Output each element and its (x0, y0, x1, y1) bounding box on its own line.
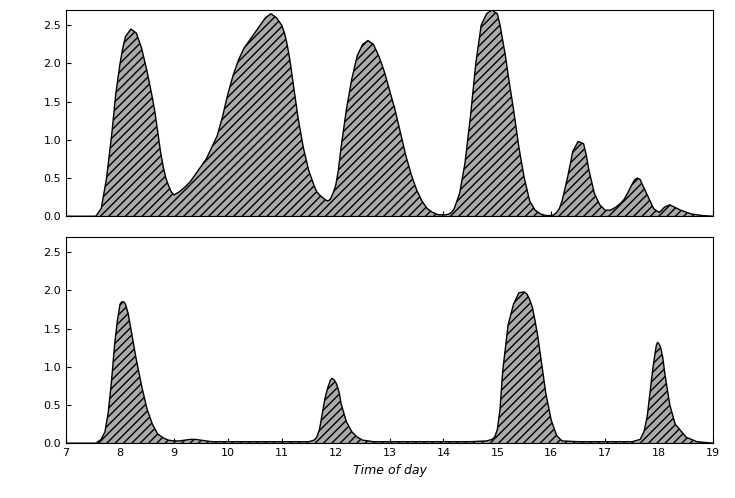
X-axis label: Time of day: Time of day (353, 464, 426, 477)
